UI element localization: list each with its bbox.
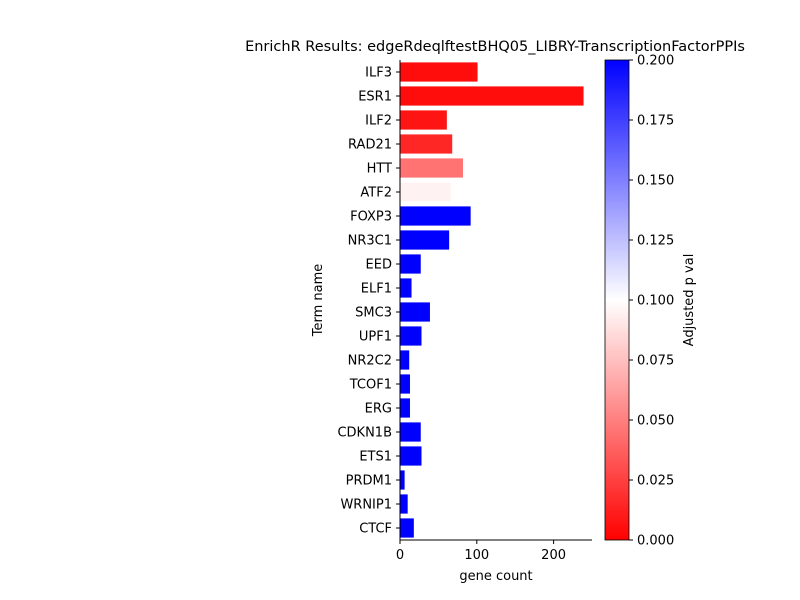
y-tick-labels: ILF3 ESR1 ILF2 RAD21 HTT ATF2 FOXP3 NR3C1 EED ELF…	[337, 66, 400, 537]
bar-elf1	[400, 278, 412, 298]
y-tick-label: FOXP3	[350, 210, 392, 225]
colorbar	[604, 59, 630, 541]
y-tick-label: ATF2	[360, 186, 392, 201]
colorbar-tick-label: 0.175	[637, 114, 674, 129]
bar-tcof1	[400, 374, 410, 394]
y-tick-label: CDKN1B	[337, 426, 392, 441]
bar-nr3c1	[400, 230, 450, 250]
bars-group	[400, 62, 584, 538]
y-tick-label: SMC3	[355, 306, 392, 321]
chart-title: EnrichR Results: edgeRdeqlftestBHQ05_LIB…	[245, 39, 745, 55]
bar-wrnip1	[400, 494, 408, 514]
colorbar-tick-label: 0.200	[637, 54, 674, 69]
colorbar-tick-label: 0.075	[637, 354, 674, 369]
y-axis-label: Term name	[311, 264, 326, 338]
y-tick-label: EED	[366, 258, 392, 273]
colorbar-tick-label: 0.000	[637, 534, 674, 549]
x-axis-label: gene count	[459, 569, 532, 584]
y-tick-label: ERG	[365, 402, 392, 417]
bar-ilf2	[400, 110, 447, 130]
y-tick-label: ILF2	[365, 114, 392, 129]
bar-atf2	[400, 182, 451, 202]
bar-cdkn1b	[400, 422, 421, 442]
y-tick-label: NR3C1	[348, 234, 392, 249]
y-tick-label: ESR1	[358, 90, 392, 105]
bar-prdm1	[400, 470, 405, 490]
y-tick-label: RAD21	[348, 138, 392, 153]
bar-ilf3	[400, 62, 478, 82]
bar-eed	[400, 254, 421, 274]
bar-esr1	[400, 86, 584, 106]
bar-smc3	[400, 302, 430, 322]
bar-ets1	[400, 446, 422, 466]
bar-htt	[400, 158, 463, 178]
colorbar-tick-label: 0.100	[637, 294, 674, 309]
y-tick-label: WRNIP1	[340, 498, 392, 513]
y-tick-label: CTCF	[359, 522, 392, 537]
x-tick-label: 200	[541, 548, 566, 563]
y-tick-label: ILF3	[365, 66, 392, 81]
colorbar-tick-label: 0.050	[637, 414, 674, 429]
y-tick-label: UPF1	[359, 330, 392, 345]
y-tick-label: HTT	[367, 162, 392, 177]
colorbar-label: Adjusted p val	[682, 254, 697, 347]
colorbar-tick-label: 0.150	[637, 174, 674, 189]
y-tick-label: NR2C2	[348, 354, 392, 369]
x-ticks: 0 100 200	[396, 540, 566, 563]
x-tick-label: 100	[464, 548, 489, 563]
y-tick-label: ETS1	[359, 450, 392, 465]
y-tick-label: TCOF1	[349, 378, 392, 393]
colorbar-tick-label: 0.025	[637, 474, 674, 489]
colorbar-tick-label: 0.125	[637, 234, 674, 249]
bar-erg	[400, 398, 410, 418]
x-tick-label: 0	[396, 548, 404, 563]
bar-ctcf	[400, 518, 414, 538]
bar-foxp3	[400, 206, 471, 226]
colorbar-ticks: 0.000 0.025 0.050 0.075 0.100 0.125 0.150 0.175…	[629, 54, 674, 549]
bar-rad21	[400, 134, 453, 154]
y-tick-label: PRDM1	[346, 474, 392, 489]
y-tick-label: ELF1	[361, 282, 392, 297]
bar-nr2c2	[400, 350, 410, 370]
bar-upf1	[400, 326, 422, 346]
